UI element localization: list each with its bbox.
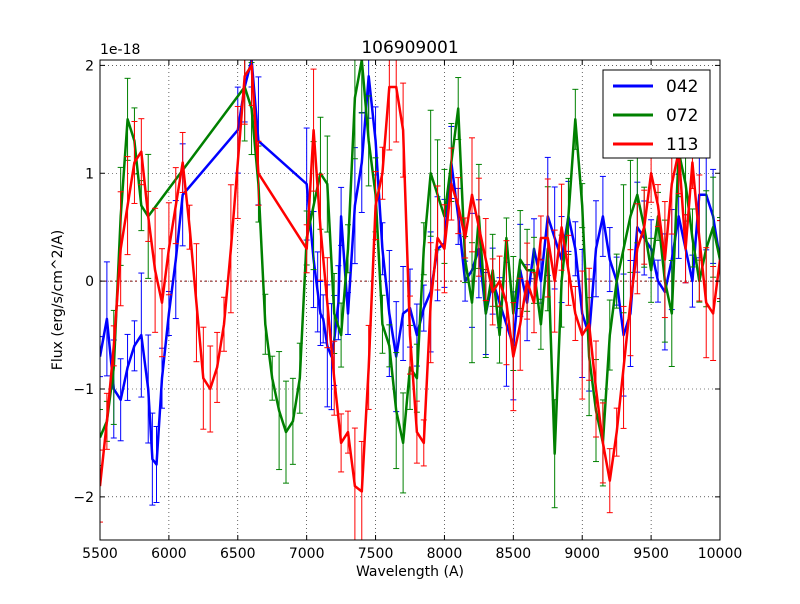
series-line-113 <box>100 64 720 493</box>
x-tick-label: 7500 <box>358 546 394 562</box>
y-offset-label: 1e-18 <box>100 42 140 58</box>
legend: 042 072 113 <box>602 69 711 159</box>
y-tick-label: 2 <box>85 58 94 74</box>
x-tick-label: 6000 <box>151 546 187 562</box>
y-axis-label: Flux (erg/s/cm^2/A) <box>50 230 66 370</box>
x-tick-label: 9500 <box>633 546 669 562</box>
series-line-072 <box>100 60 720 455</box>
x-tick-label: 8500 <box>496 546 532 562</box>
x-tick-label: 6500 <box>220 546 256 562</box>
x-tick-label: 10000 <box>698 546 743 562</box>
x-tick-label: 5500 <box>82 546 118 562</box>
series-layer <box>100 60 720 540</box>
x-tick-label: 9000 <box>564 546 600 562</box>
x-tick-label: 7000 <box>289 546 325 562</box>
y-tick-label: −2 <box>73 490 94 506</box>
y-tick-label: 1 <box>85 166 94 182</box>
ticks: 5500 6000 6500 7000 7500 8000 8500 9000 9500 1000… <box>73 58 742 562</box>
legend-label-113: 113 <box>666 135 698 155</box>
chart-title: 106909001 <box>361 38 458 58</box>
y-tick-label: −1 <box>73 382 94 398</box>
x-tick-label: 8000 <box>427 546 463 562</box>
legend-label-042: 042 <box>666 77 698 97</box>
axes-frame <box>99 59 721 541</box>
x-axis-label: Wavelength (A) <box>356 564 464 580</box>
y-tick-label: 0 <box>85 274 94 290</box>
legend-label-072: 072 <box>666 106 698 126</box>
